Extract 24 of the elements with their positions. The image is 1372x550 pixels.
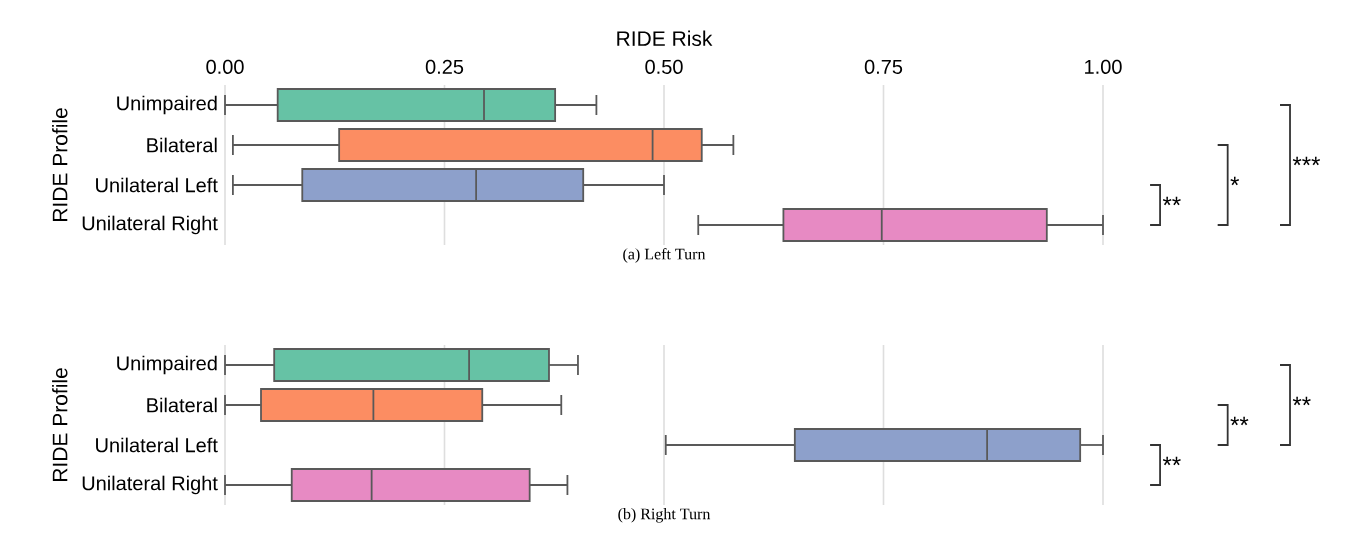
x-tick-label: 0.50	[645, 59, 683, 74]
x-tick-label: 0.00	[206, 59, 244, 74]
y-axis-title: RIDE Profile	[52, 368, 68, 482]
x-tick-label: 0.25	[425, 59, 464, 74]
x-axis-title: RIDE Risk	[617, 30, 713, 47]
x-tick-label: 1.00	[1085, 59, 1122, 74]
text: (b) Right Turn	[618, 508, 711, 523]
text: ***	[1292, 156, 1321, 166]
y-tick-label: Unimpaired	[117, 95, 217, 115]
y-tick-label: Unimpaired	[117, 355, 217, 375]
text: **	[1162, 456, 1181, 466]
y-tick-label: Unilateral Left	[96, 437, 218, 453]
text: **	[1230, 416, 1249, 426]
y-tick-label: Unilateral Left	[96, 177, 218, 193]
y-tick-label: Unilateral Right	[82, 215, 218, 235]
text: (a) Left Turn	[623, 248, 706, 263]
x-tick-label: 0.75	[864, 59, 903, 74]
y-tick-label: Bilateral	[147, 137, 217, 153]
y-tick-label: Bilateral	[147, 397, 217, 413]
text: **	[1292, 396, 1311, 406]
y-tick-label: Unilateral Right	[82, 475, 218, 495]
y-axis-title: RIDE Profile	[52, 108, 68, 222]
text: **	[1162, 196, 1181, 206]
text: *	[1230, 176, 1240, 186]
